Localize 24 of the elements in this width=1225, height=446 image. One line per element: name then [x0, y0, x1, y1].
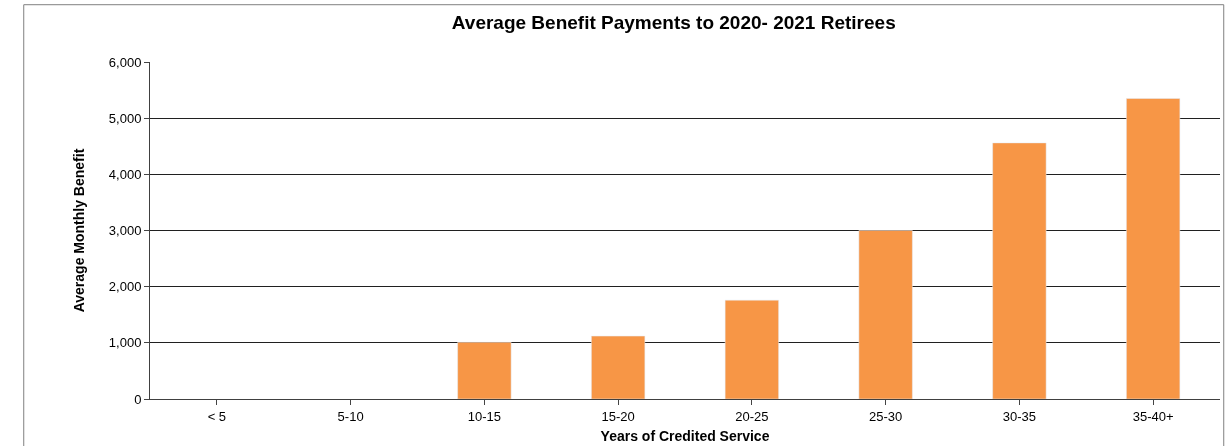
y-tick-label: 1,000 — [108, 335, 142, 351]
bar — [992, 142, 1047, 399]
x-tick-label: 10-15 — [467, 408, 502, 424]
bar — [591, 335, 646, 399]
y-tick-label: 5,000 — [108, 110, 142, 126]
y-tick-label: 6,000 — [108, 54, 142, 70]
chart-title: Average Benefit Payments to 2020- 2021 Retirees — [451, 11, 896, 33]
bar — [457, 342, 512, 399]
x-tick-label: 30-35 — [1002, 408, 1037, 424]
y-tick-label: 4,000 — [108, 166, 142, 182]
x-tick-label: 25-30 — [869, 408, 903, 424]
x-tick-label: < 5 — [207, 408, 227, 424]
y-tick-label: 0 — [134, 391, 142, 407]
y-tick-label: 2,000 — [108, 279, 142, 295]
bar — [858, 230, 913, 399]
y-axis-title: Average Monthly Benefit — [71, 148, 88, 313]
x-tick-label: 35-40+ — [1132, 408, 1174, 424]
bar — [1126, 98, 1181, 399]
bar — [724, 299, 779, 399]
x-tick-label: 15-20 — [601, 408, 635, 424]
y-tick-label: 3,000 — [108, 223, 142, 239]
x-axis-title: Years of Credited Service — [600, 427, 770, 444]
x-tick-label: 20-25 — [735, 408, 769, 424]
x-tick-label: 5-10 — [337, 408, 364, 424]
